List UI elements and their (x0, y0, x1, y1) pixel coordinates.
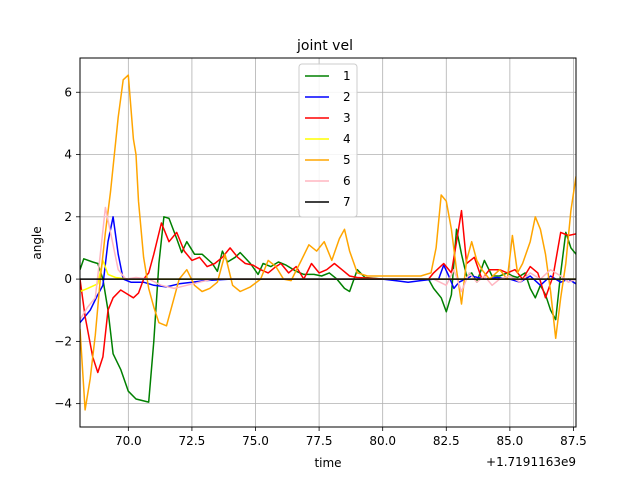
legend-label: 4 (343, 132, 351, 146)
y-tick-label: 6 (64, 85, 72, 99)
y-tick-label: −2 (54, 334, 72, 348)
x-tick-label: 87.5 (560, 434, 587, 448)
y-tick-label: 2 (64, 210, 72, 224)
series-line-3 (80, 209, 576, 374)
series-line-1 (80, 216, 576, 403)
legend-label: 1 (343, 69, 351, 83)
legend-label: 3 (343, 111, 351, 125)
x-ticks: 70.0 72.5 75.0 77.5 80.0 82.5 85.0 87.5 (115, 427, 587, 448)
x-tick-label: 85.0 (497, 434, 524, 448)
x-tick-label: 80.0 (369, 434, 396, 448)
y-tick-label: 0 (64, 272, 72, 286)
y-ticks: −4 −2 0 2 4 6 (54, 85, 80, 411)
series-line-6 (80, 206, 576, 320)
x-axis-offset: +1.7191163e9 (486, 455, 576, 469)
series-lines (80, 74, 576, 411)
x-tick-label: 72.5 (179, 434, 206, 448)
chart-title: joint vel (296, 38, 353, 54)
y-tick-label: −4 (54, 397, 72, 411)
legend-label: 7 (343, 195, 351, 209)
x-tick-label: 75.0 (242, 434, 269, 448)
plot-frame (79, 57, 577, 428)
y-tick-label: 4 (64, 148, 72, 162)
x-tick-label: 77.5 (306, 434, 333, 448)
legend-label: 6 (343, 174, 351, 188)
x-tick-label: 82.5 (433, 434, 460, 448)
legend-box (298, 63, 358, 218)
legend: 1 2 3 4 5 6 7 (298, 63, 358, 218)
series-line-5 (80, 74, 576, 411)
y-axis-label: angle (30, 226, 44, 259)
legend-label: 5 (343, 153, 351, 167)
x-tick-label: 70.0 (115, 434, 142, 448)
legend-label: 2 (343, 90, 351, 104)
x-axis-label: time (314, 456, 341, 470)
